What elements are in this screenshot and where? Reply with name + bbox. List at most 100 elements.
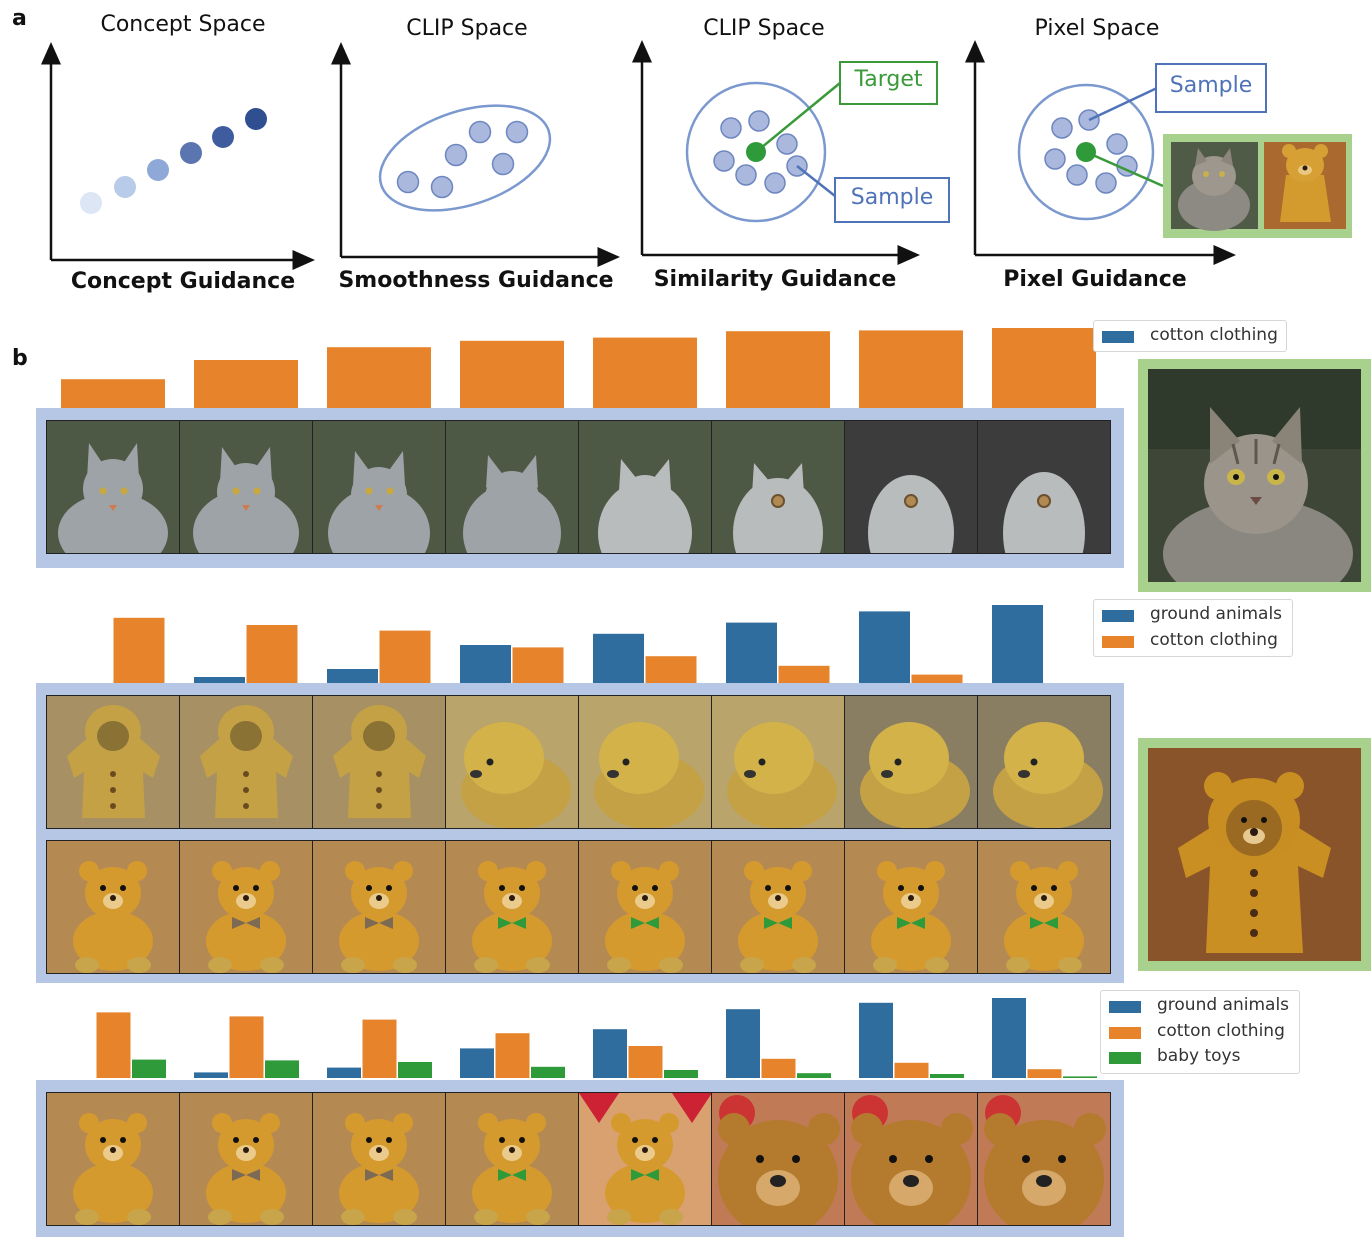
sample-box bbox=[834, 177, 950, 223]
bar-cotton-clothing-3 bbox=[379, 630, 431, 685]
concept-point bbox=[180, 142, 202, 164]
generated-image-1 bbox=[46, 695, 180, 829]
pixel-circle bbox=[1017, 83, 1155, 221]
plot1-points bbox=[80, 108, 267, 214]
generated-image-6 bbox=[711, 1092, 845, 1226]
reference-cat-frame bbox=[1138, 359, 1371, 592]
target-point bbox=[746, 142, 766, 162]
legend-label: cotton clothing bbox=[1157, 1021, 1285, 1041]
bar-cotton-clothing-1 bbox=[113, 617, 165, 685]
sample-connector bbox=[796, 165, 836, 197]
generated-image-1 bbox=[46, 840, 180, 974]
legend-label: cotton clothing bbox=[1150, 325, 1278, 345]
generated-image-6 bbox=[711, 420, 845, 554]
plot2-points bbox=[396, 120, 529, 199]
bar-ground-animals-4 bbox=[460, 645, 511, 685]
target-box bbox=[839, 61, 938, 105]
generated-image-6 bbox=[711, 695, 845, 829]
reference-cat-image bbox=[1148, 369, 1361, 582]
bar-cotton-clothing-4 bbox=[512, 647, 564, 685]
generated-image-3 bbox=[312, 840, 446, 974]
bar-baby-toys-6 bbox=[797, 1073, 831, 1078]
plot4-points bbox=[1044, 109, 1138, 194]
generated-image-2 bbox=[179, 420, 313, 554]
generated-image-7 bbox=[844, 840, 978, 974]
legend-label: ground animals bbox=[1150, 604, 1283, 624]
plot4-axes bbox=[965, 40, 1236, 265]
reference-bear-frame bbox=[1138, 738, 1371, 971]
bar-ground-animals-3 bbox=[327, 669, 378, 685]
generated-image-7 bbox=[844, 420, 978, 554]
row3-legend: ground animals cotton clothing baby toys bbox=[1100, 990, 1300, 1074]
similarity-circle bbox=[685, 81, 827, 223]
target-connector bbox=[755, 82, 841, 153]
row3-bar-chart bbox=[96, 998, 1097, 1078]
bar-cotton-clothing-6 bbox=[778, 665, 830, 685]
bar-baby-toys-5 bbox=[664, 1070, 698, 1078]
bar-ground-animals-7 bbox=[859, 611, 910, 685]
generated-image-8 bbox=[977, 1092, 1111, 1226]
bar-cotton-clothing-7 bbox=[859, 330, 963, 408]
bar-cotton-clothing-8 bbox=[1027, 1069, 1062, 1078]
plot4-guidance: Pixel Guidance bbox=[1003, 267, 1187, 292]
bar-baby-toys-3 bbox=[398, 1062, 432, 1078]
bar-cotton-clothing-6 bbox=[761, 1058, 796, 1078]
bar-baby-toys-4 bbox=[531, 1066, 565, 1078]
bar-ground-animals-8 bbox=[992, 998, 1026, 1078]
bar-ground-animals-3 bbox=[327, 1067, 361, 1078]
pixel-bear-thumb bbox=[1264, 142, 1346, 229]
bar-cotton-clothing-2 bbox=[246, 625, 298, 685]
generated-image-2 bbox=[179, 1092, 313, 1226]
panel-a-letter: a bbox=[12, 6, 27, 31]
pixel-cat-thumb bbox=[1171, 142, 1258, 231]
bar-baby-toys-1 bbox=[132, 1059, 166, 1078]
row2-image-strip bbox=[36, 683, 1124, 983]
bar-ground-animals-2 bbox=[194, 1072, 228, 1078]
bar-ground-animals-8 bbox=[992, 605, 1043, 685]
plot3-axes bbox=[632, 40, 920, 265]
bar-ground-animals-5 bbox=[593, 1029, 627, 1078]
concept-point bbox=[147, 159, 169, 181]
legend-label: baby toys bbox=[1157, 1046, 1241, 1066]
bar-cotton-clothing-4 bbox=[495, 1033, 530, 1078]
plot3-points bbox=[713, 110, 808, 194]
bar-cotton-clothing-3 bbox=[327, 347, 431, 408]
bar-baby-toys-2 bbox=[265, 1060, 299, 1078]
row1-image-strip bbox=[36, 408, 1124, 568]
generated-image-4 bbox=[445, 1092, 579, 1226]
bar-ground-animals-6 bbox=[726, 1009, 760, 1078]
plot2-axes bbox=[331, 42, 620, 267]
bar-ground-animals-2 bbox=[194, 677, 245, 685]
bar-cotton-clothing-1 bbox=[96, 1012, 131, 1078]
plot2-title: CLIP Space bbox=[406, 16, 528, 41]
concept-point bbox=[212, 126, 234, 148]
legend-swatch bbox=[1109, 1027, 1141, 1039]
legend-swatch bbox=[1109, 1052, 1141, 1064]
reference-bear-image bbox=[1148, 748, 1361, 961]
smoothness-ellipse bbox=[378, 104, 552, 212]
generated-image-3 bbox=[312, 1092, 446, 1226]
generated-image-5 bbox=[578, 1092, 712, 1226]
bar-cotton-clothing-4 bbox=[460, 340, 564, 408]
bar-ground-animals-6 bbox=[726, 622, 777, 685]
bar-cotton-clothing-3 bbox=[362, 1019, 397, 1078]
bar-baby-toys-8 bbox=[1063, 1076, 1097, 1078]
generated-image-1 bbox=[46, 1092, 180, 1226]
bar-cotton-clothing-2 bbox=[229, 1016, 264, 1078]
legend-label: cotton clothing bbox=[1150, 630, 1278, 650]
plot1-axes bbox=[41, 42, 315, 270]
bar-cotton-clothing-5 bbox=[645, 656, 697, 685]
legend-swatch bbox=[1102, 331, 1134, 343]
legend-swatch bbox=[1102, 610, 1134, 622]
bar-ground-animals-4 bbox=[460, 1048, 494, 1078]
row2-bar-chart bbox=[113, 605, 1043, 685]
generated-image-3 bbox=[312, 695, 446, 829]
generated-image-1 bbox=[46, 420, 180, 554]
concept-point bbox=[114, 176, 136, 198]
legend-swatch bbox=[1102, 636, 1134, 648]
legend-label: ground animals bbox=[1157, 995, 1290, 1015]
sample-label: Sample bbox=[850, 185, 934, 210]
pixel-target-point bbox=[1076, 142, 1096, 162]
bar-cotton-clothing-1 bbox=[61, 379, 165, 408]
bar-cotton-clothing-7 bbox=[911, 674, 963, 685]
